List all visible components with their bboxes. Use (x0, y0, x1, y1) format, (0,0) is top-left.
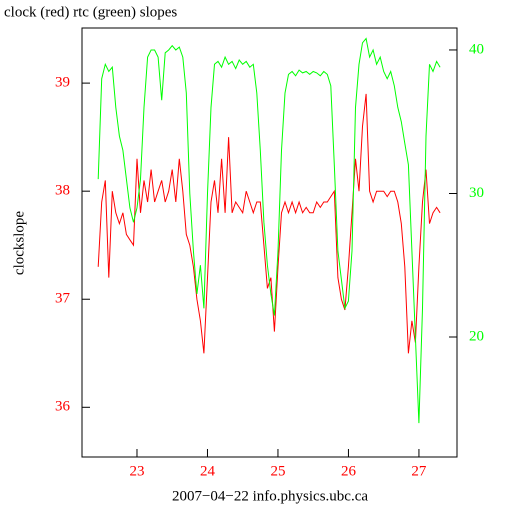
series-line (97, 37, 441, 424)
x-tick-label: 23 (129, 463, 144, 479)
x-axis-label: 2007−04−22 info.physics.ubc.ca (172, 488, 368, 504)
chart-title: clock (red) rtc (green) slopes (4, 4, 177, 20)
x-tick-label: 26 (341, 463, 357, 479)
plot-frame (81, 27, 458, 458)
y-tick-label: 39 (55, 75, 70, 91)
x-tick-label: 24 (200, 463, 216, 479)
x-tick-label: 25 (270, 463, 285, 479)
y-tick-label: 37 (55, 291, 71, 307)
y2-tick-label: 30 (469, 185, 484, 201)
y-tick-label: 38 (55, 183, 70, 199)
y2-tick-label: 20 (469, 328, 484, 344)
y-axis-label: clockslope (11, 211, 27, 275)
x-tick-label: 27 (411, 463, 427, 479)
y-tick-label: 36 (55, 399, 71, 415)
y2-tick-label: 40 (469, 41, 484, 57)
